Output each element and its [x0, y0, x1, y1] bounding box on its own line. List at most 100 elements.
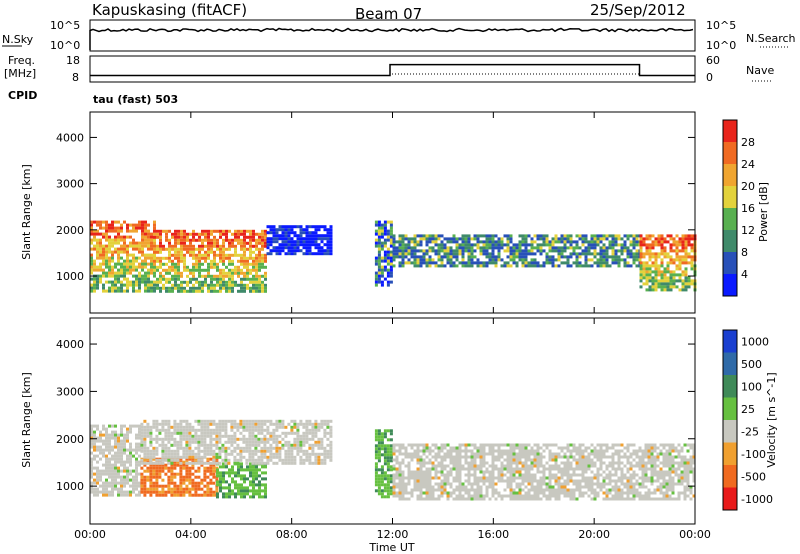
heatmap-cell [509, 234, 513, 238]
heatmap-cell [476, 467, 480, 471]
heatmap-cell [284, 228, 288, 232]
heatmap-cell [458, 470, 462, 474]
heatmap-cell [135, 442, 138, 446]
heatmap-cell [494, 449, 498, 453]
heatmap-cell [209, 457, 213, 461]
heatmap-cell [123, 250, 126, 254]
heatmap-cell [602, 485, 606, 489]
heatmap-cell [672, 261, 676, 265]
heatmap-cell [476, 258, 480, 262]
heatmap-cell [599, 264, 603, 268]
heatmap-cell [386, 232, 390, 236]
heatmap-cell [617, 485, 621, 489]
heatmap-cell [467, 482, 471, 486]
heatmap-cell [684, 270, 688, 274]
heatmap-cell [176, 452, 180, 456]
heatmap-cell [476, 482, 480, 486]
heatmap-cell [299, 249, 303, 253]
heatmap-cell [228, 489, 231, 493]
heatmap-cell [180, 274, 183, 278]
heatmap-cell [203, 440, 207, 444]
heatmap-cell [251, 419, 255, 423]
heatmap-cell [452, 461, 456, 465]
heatmap-cell [530, 240, 534, 244]
heatmap-cell [105, 436, 108, 440]
heatmap-cell [305, 234, 309, 238]
heatmap-cell [413, 452, 417, 456]
heatmap-cell [225, 229, 228, 233]
heatmap-cell [284, 240, 288, 244]
heatmap-cell [105, 274, 108, 278]
heatmap-cell [314, 234, 318, 238]
heatmap-cell [143, 443, 147, 447]
heatmap-cell [431, 488, 435, 492]
heatmap-cell [155, 434, 159, 438]
heatmap-cell [431, 249, 435, 253]
heatmap-cell [192, 235, 195, 239]
heatmap-cell [140, 458, 144, 462]
heatmap-cell [219, 250, 222, 254]
heatmap-cell [620, 488, 624, 492]
heatmap-cell [231, 268, 234, 272]
heatmap-cell [108, 472, 111, 476]
heatmap-cell [386, 492, 390, 496]
heatmap-cell [302, 425, 306, 429]
heatmap-cell [467, 467, 471, 471]
heatmap-cell [143, 469, 147, 473]
heatmap-cell [326, 228, 330, 232]
heatmap-cell [467, 497, 471, 501]
heatmap-cell [434, 464, 438, 468]
heatmap-cell [278, 249, 282, 253]
heatmap-cell [320, 237, 324, 241]
heatmap-cell [147, 283, 150, 287]
heatmap-cell [672, 282, 676, 286]
heatmap-cell [617, 258, 621, 262]
heatmap-cell [126, 457, 129, 461]
heatmap-cell [195, 259, 198, 263]
heatmap-cell [287, 228, 291, 232]
heatmap-cell [179, 419, 183, 423]
heatmap-cell [153, 274, 156, 278]
heatmap-cell [120, 469, 123, 473]
heatmap-cell [383, 220, 387, 224]
heatmap-cell [515, 464, 519, 468]
heatmap-cell [428, 494, 432, 498]
heatmap-cell [452, 455, 456, 459]
heatmap-cell [138, 274, 141, 278]
heatmap-cell [581, 449, 585, 453]
heatmap-cell [500, 461, 504, 465]
heatmap-cell [669, 288, 673, 292]
heatmap-cell [398, 467, 402, 471]
heatmap-cell [246, 468, 249, 472]
heatmap-cell [111, 436, 114, 440]
heatmap-cell [147, 223, 150, 227]
heatmap-cell [518, 255, 522, 259]
heatmap-cell [642, 267, 646, 271]
heatmap-cell [515, 446, 519, 450]
heatmap-cell [219, 277, 222, 281]
heatmap-cell [461, 249, 465, 253]
heatmap-cell [395, 473, 399, 477]
heatmap-cell [557, 264, 561, 268]
heatmap-cell [629, 497, 633, 501]
heatmap-cell [111, 259, 114, 263]
heatmap-cell [255, 262, 258, 266]
heatmap-cell [138, 448, 141, 452]
heatmap-cell [666, 276, 670, 280]
heatmap-cell [593, 249, 597, 253]
heatmap-cell [170, 466, 174, 470]
heatmap-cell [323, 434, 327, 438]
heatmap-cell [416, 476, 420, 480]
heatmap-cell [170, 472, 174, 476]
heatmap-cell [476, 488, 480, 492]
heatmap-cell [290, 231, 294, 235]
heatmap-cell [377, 477, 381, 481]
heatmap-cell [161, 443, 165, 447]
heatmap-cell [174, 232, 177, 236]
heatmap-cell [203, 419, 207, 423]
heatmap-cell [497, 255, 501, 259]
heatmap-cell [249, 468, 252, 472]
heatmap-cell [509, 255, 513, 259]
heatmap-cell [126, 478, 129, 482]
heatmap-cell [467, 252, 471, 256]
